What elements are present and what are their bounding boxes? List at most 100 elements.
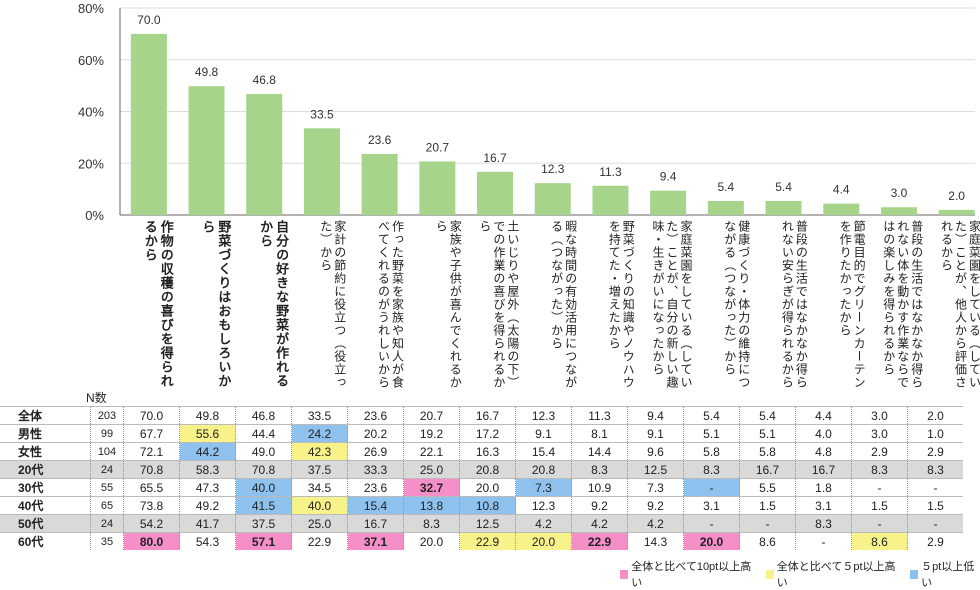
table-cell: 3.1 bbox=[795, 496, 852, 515]
table-cell: - bbox=[851, 478, 908, 497]
category-label: 作った野菜を家族や知人が食べてくれるのがうれしいから bbox=[376, 220, 405, 389]
category-label: 家族や子供が喜んでくれるから bbox=[434, 220, 463, 389]
table-cell: 9.2 bbox=[571, 496, 628, 515]
table-cell: 16.3 bbox=[459, 442, 516, 461]
table-cell: 25.0 bbox=[403, 460, 460, 479]
category-label: 節電目的でグリーンカーテンを作りたかったから bbox=[838, 220, 867, 389]
row-label: 30代 bbox=[0, 478, 91, 497]
legend-item: ５pt以上低い bbox=[909, 558, 980, 590]
bar bbox=[938, 209, 975, 215]
table-cell: 19.2 bbox=[403, 424, 460, 443]
table-row: 全体 203 70.0 49.8 46.8 33.5 23.6 20.7 16.7 12.3 11.… bbox=[0, 406, 963, 425]
table-cell: 8.6 bbox=[739, 532, 796, 550]
table-cell: 20.7 bbox=[403, 406, 460, 425]
bar bbox=[130, 33, 167, 215]
bar bbox=[477, 171, 514, 215]
table-cell: 4.2 bbox=[515, 514, 572, 533]
table-cell: 23.6 bbox=[347, 478, 404, 497]
category-label: 普段の生活ではなかなか得られない安らぎが得られるから bbox=[780, 220, 809, 389]
table-cell: 20.0 bbox=[459, 478, 516, 497]
table-cell: 8.3 bbox=[795, 514, 852, 533]
bar-value-label: 9.4 bbox=[660, 170, 677, 184]
table-cell: 24.2 bbox=[291, 424, 348, 443]
table-cell: 1.5 bbox=[907, 496, 963, 515]
table-cell: 46.8 bbox=[235, 406, 292, 425]
bar-value-label: 11.3 bbox=[599, 165, 622, 179]
bar-value-label: 12.3 bbox=[541, 162, 565, 176]
table-cell: 2.9 bbox=[851, 442, 908, 461]
legend-label: 全体と比べて10pt以上高い bbox=[631, 561, 752, 589]
table-cell: 54.3 bbox=[179, 532, 236, 550]
table-cell: - bbox=[907, 514, 963, 533]
table-cell: 14.3 bbox=[627, 532, 684, 550]
row-n: 99 bbox=[90, 424, 124, 443]
category-label: 家庭菜園をしている（していた）ことが、自分の新しい趣味・生きがいになったから bbox=[650, 220, 693, 389]
table-cell: 1.5 bbox=[851, 496, 908, 515]
category-label: 普段の生活ではなかなか得られない体を動かす作業ならではの楽しみを得られるから bbox=[881, 220, 924, 389]
table-cell: 15.4 bbox=[515, 442, 572, 461]
table-cell: 41.7 bbox=[179, 514, 236, 533]
table-cell: 5.5 bbox=[739, 478, 796, 497]
bar-chart: 0% 20% 40% 60% 80% 70.0 49.8 46.8 33.5 23.6 20.7 16… bbox=[78, 1, 975, 220]
table-cell: 70.0 bbox=[123, 406, 180, 425]
legend-item: 全体と比べて５pt以上高い bbox=[765, 558, 896, 590]
row-label: 20代 bbox=[0, 460, 91, 479]
bar bbox=[419, 161, 456, 215]
table-cell: 3.0 bbox=[851, 424, 908, 443]
table-row: 30代 55 65.5 47.3 40.0 34.5 23.6 32.7 20.0 7.3 10.9… bbox=[0, 478, 963, 497]
table-cell: - bbox=[739, 514, 796, 533]
table-cell: 9.1 bbox=[515, 424, 572, 443]
table-cell: 22.1 bbox=[403, 442, 460, 461]
bar bbox=[303, 128, 340, 215]
table-cell: 20.0 bbox=[403, 532, 460, 550]
table-cell: 4.4 bbox=[795, 406, 852, 425]
row-n: 65 bbox=[90, 496, 124, 515]
table-cell: 44.2 bbox=[179, 442, 236, 461]
table-cell: 67.7 bbox=[123, 424, 180, 443]
y-tick-label: 20% bbox=[78, 156, 104, 171]
table-cell: 8.6 bbox=[851, 532, 908, 550]
table-cell: 2.9 bbox=[907, 532, 963, 550]
row-label: 40代 bbox=[0, 496, 91, 515]
table-cell: 1.8 bbox=[795, 478, 852, 497]
table-cell: 20.0 bbox=[683, 532, 740, 550]
table-cell: 1.5 bbox=[739, 496, 796, 515]
table-cell: 9.4 bbox=[627, 406, 684, 425]
row-label: 女性 bbox=[0, 442, 91, 461]
legend-swatch bbox=[909, 569, 919, 579]
table-cell: 11.3 bbox=[571, 406, 628, 425]
table-cell: 49.0 bbox=[235, 442, 292, 461]
table-cell: 10.9 bbox=[571, 478, 628, 497]
row-label: 60代 bbox=[0, 532, 91, 550]
table-row: 60代 35 80.0 54.3 57.1 22.9 37.1 20.0 22.9 20.0 22.… bbox=[0, 532, 963, 550]
table-cell: 16.7 bbox=[739, 460, 796, 479]
table-cell: 40.0 bbox=[235, 478, 292, 497]
table-cell: 70.8 bbox=[123, 460, 180, 479]
row-n: 104 bbox=[90, 442, 124, 461]
category-label: 暇な時間の有効活用につながる（つながった）から bbox=[549, 220, 578, 389]
table-row: 男性 99 67.7 55.6 44.4 24.2 20.2 19.2 17.2 9.1 8.1 9.… bbox=[0, 424, 963, 443]
category-label: 作物の収穫の喜びを得られるから bbox=[142, 220, 174, 388]
table-cell: 80.0 bbox=[123, 532, 180, 550]
table-cell: 7.3 bbox=[627, 478, 684, 497]
table-cell: 25.0 bbox=[291, 514, 348, 533]
table-cell: - bbox=[683, 514, 740, 533]
bar bbox=[707, 201, 744, 215]
table-cell: 5.8 bbox=[683, 442, 740, 461]
table-cell: 4.2 bbox=[627, 514, 684, 533]
table-cell: 37.5 bbox=[235, 514, 292, 533]
table-cell: 3.1 bbox=[683, 496, 740, 515]
legend-swatch bbox=[765, 569, 774, 579]
table-cell: - bbox=[851, 514, 908, 533]
legend-swatch bbox=[620, 569, 629, 579]
table-cell: 20.0 bbox=[515, 532, 572, 550]
bar-value-label: 5.4 bbox=[775, 180, 792, 194]
table-cell: 20.8 bbox=[459, 460, 516, 479]
row-label: 50代 bbox=[0, 514, 91, 533]
bar-value-label: 2.0 bbox=[948, 189, 965, 203]
y-tick-label: 60% bbox=[78, 53, 104, 68]
table-cell: 32.7 bbox=[403, 478, 460, 497]
row-n: 24 bbox=[90, 460, 124, 479]
table-cell: - bbox=[795, 532, 852, 550]
table-cell: 42.3 bbox=[291, 442, 348, 461]
